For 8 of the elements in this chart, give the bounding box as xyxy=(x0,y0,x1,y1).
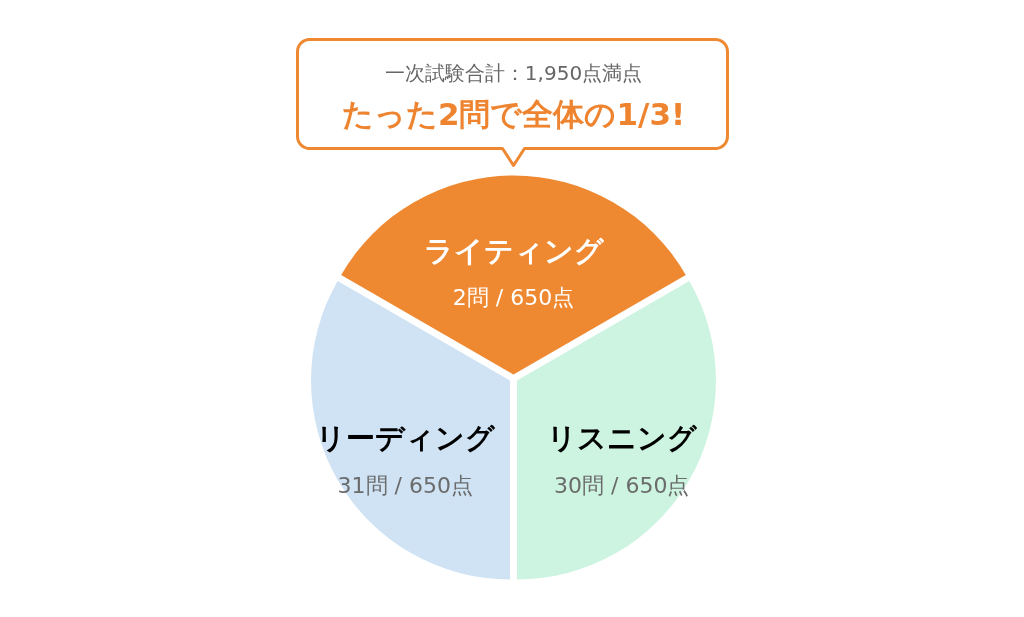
slice-label: ライティング xyxy=(423,233,605,268)
slice-label: リーディング xyxy=(315,421,496,455)
chart-title: 一次試験合計：1,950点満点 xyxy=(384,60,643,85)
data-label: 31問 / 650点 xyxy=(337,472,473,498)
slice-label: リスニング xyxy=(546,421,698,455)
chart-subtitle: たった2問で全体の1/3! xyxy=(341,95,686,132)
data-label: 30問 / 650点 xyxy=(554,472,690,498)
data-label: 2問 / 650点 xyxy=(452,285,575,310)
